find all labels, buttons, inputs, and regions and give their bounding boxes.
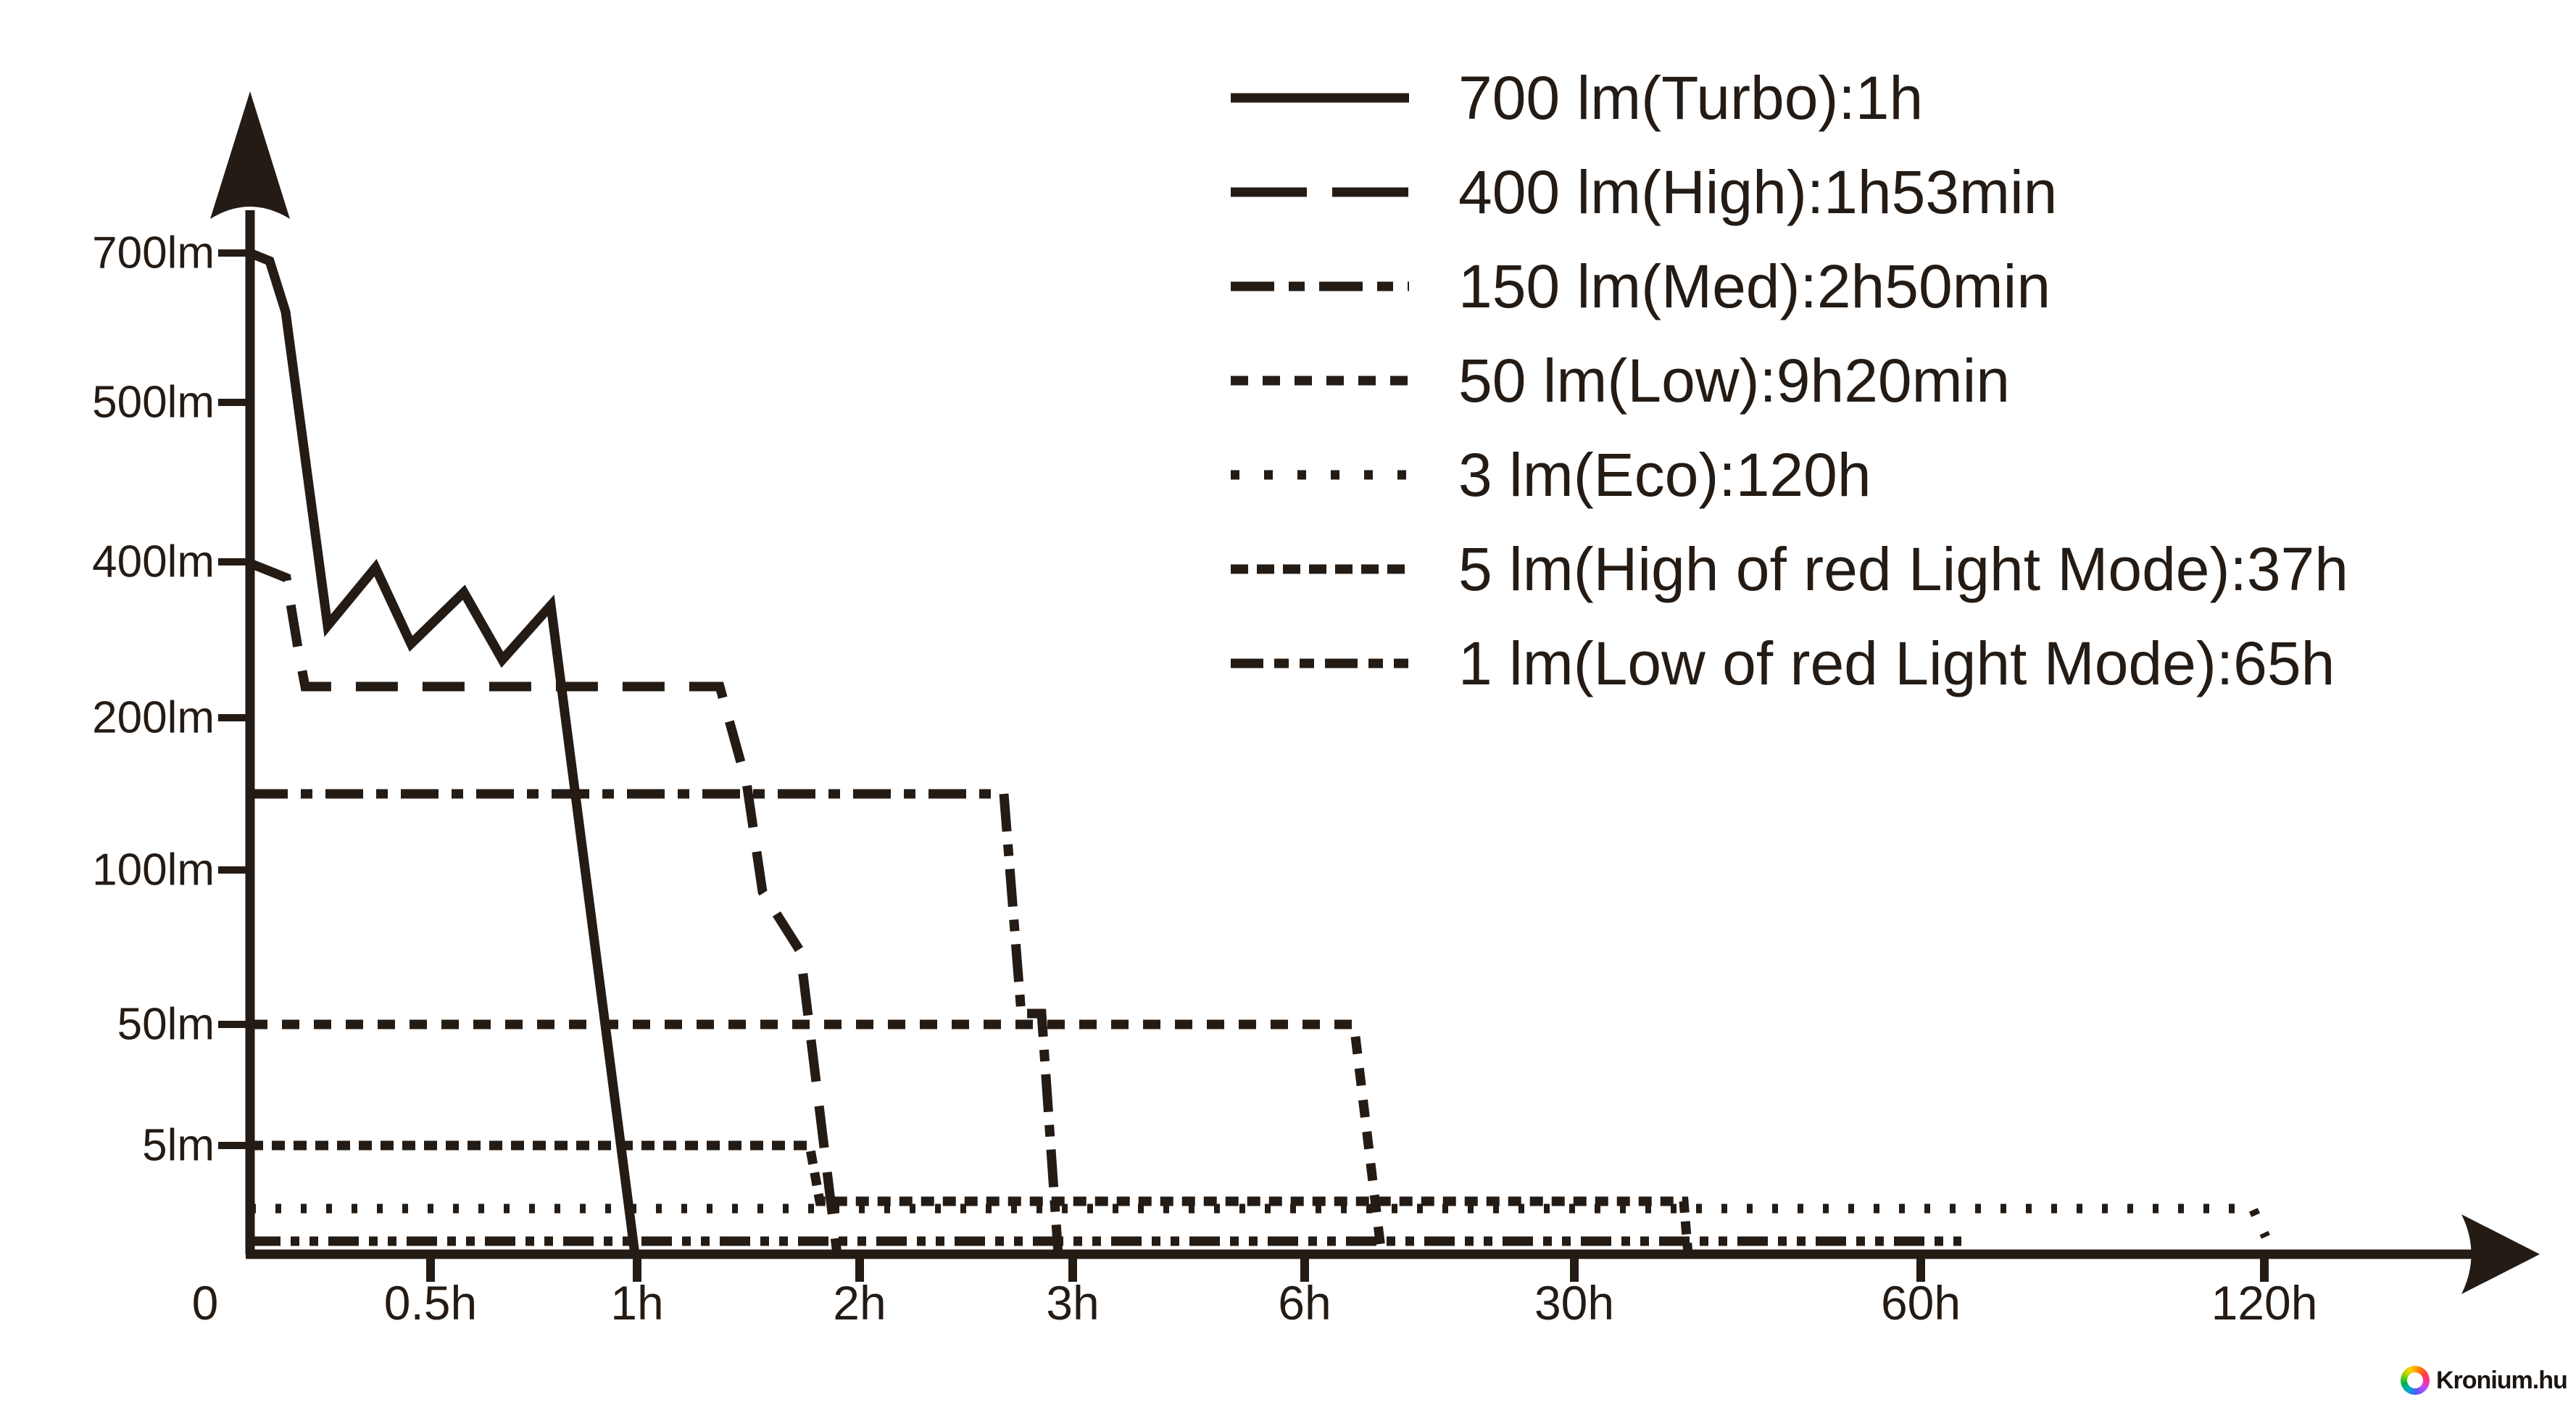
legend-label: 400 lm(High):1h53min (1458, 158, 2057, 226)
x-tick-label-6h: 6h (1278, 1276, 1331, 1330)
series-line-high-of-red-light-mode (250, 1140, 1693, 1255)
legend-label: 50 lm(Low):9h20min (1458, 347, 2010, 415)
series-line-med (250, 789, 1063, 1255)
origin-label: 0 (192, 1276, 219, 1330)
x-tick-label-2h: 2h (833, 1276, 886, 1330)
legend-label: 3 lm(Eco):120h (1458, 441, 1871, 509)
x-tick-label-30h: 30h (1534, 1276, 1614, 1330)
series-line-low (250, 1019, 1387, 1255)
y-tick-label-700lm: 700lm (92, 228, 215, 278)
x-tick-label-0.5h: 0.5h (384, 1276, 477, 1330)
x-tick-label-1h: 1h (610, 1276, 663, 1330)
watermark-text: Kronium.hu (2436, 1366, 2568, 1394)
legend-label: 150 lm(Med):2h50min (1458, 252, 2051, 320)
legend-label: 700 lm(Turbo):1h (1458, 64, 1923, 132)
y-tick-label-5lm: 5lm (142, 1121, 215, 1171)
legend-label: 1 lm(Low of red Light Mode):65h (1458, 629, 2335, 697)
x-tick-label-3h: 3h (1046, 1276, 1099, 1330)
y-axis-arrow-icon (210, 91, 290, 219)
watermark: Kronium.hu (2401, 1366, 2568, 1395)
rainbow-ring-icon (2401, 1366, 2430, 1395)
series-line-turbo (248, 248, 640, 1255)
series-line-eco (250, 1203, 2270, 1239)
legend-label: 5 lm(High of red Light Mode):37h (1458, 535, 2348, 603)
x-tick-label-60h: 60h (1881, 1276, 1961, 1330)
series-line-high (248, 558, 842, 1255)
x-axis-arrow-icon (2461, 1214, 2540, 1294)
y-tick-label-500lm: 500lm (92, 378, 215, 428)
y-tick-label-50lm: 50lm (117, 1000, 215, 1050)
y-tick-label-200lm: 200lm (92, 693, 215, 743)
x-tick-label-120h: 120h (2211, 1276, 2318, 1330)
y-tick-label-100lm: 100lm (92, 845, 215, 895)
y-tick-label-400lm: 400lm (92, 537, 215, 587)
